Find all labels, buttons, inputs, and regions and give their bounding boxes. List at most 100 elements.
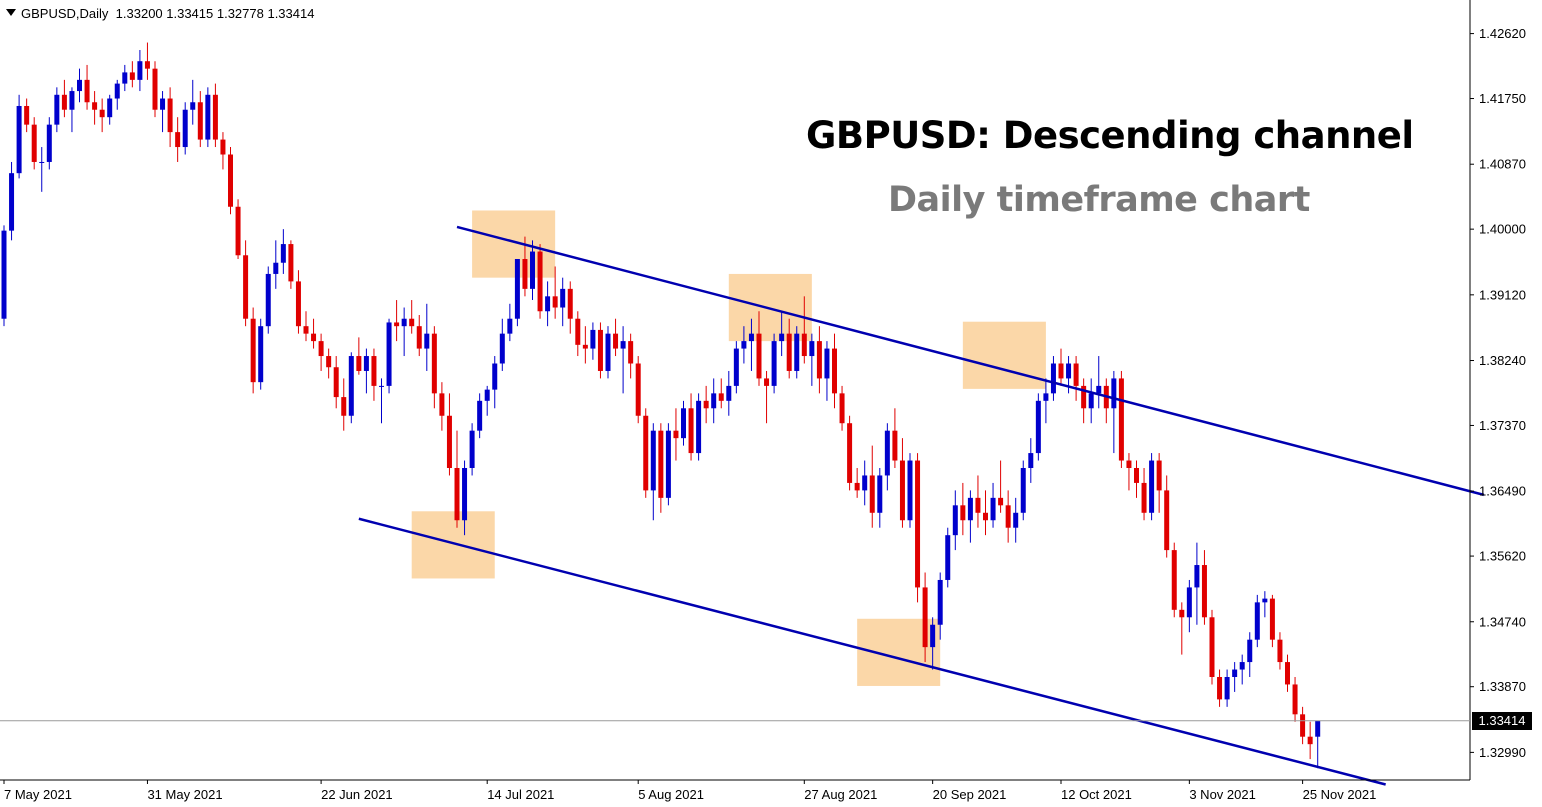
candle [582,326,588,364]
candle [877,468,883,528]
candle-body [160,98,166,110]
candle-body [771,341,777,386]
candle [152,61,158,118]
candle [122,64,128,92]
candle [1307,721,1313,760]
candle-body [726,385,732,401]
candle [748,318,754,371]
candle-body [567,288,573,319]
candle [107,94,113,125]
candle [182,102,188,155]
candle [1134,460,1139,498]
candle-body [182,109,188,148]
candle [530,240,535,301]
candle [907,453,913,528]
candle-body [764,378,770,386]
candle [265,266,271,334]
candle-body [454,468,460,521]
candle-body [1118,378,1124,461]
candle [77,68,82,103]
candle-body [1201,565,1207,618]
candle-body [635,363,641,416]
candle-body [69,91,75,110]
candle-body [243,255,249,319]
candle-body [446,415,452,468]
candle [205,87,211,148]
candle [1096,356,1102,409]
candle-body [250,318,256,383]
candle [1269,594,1275,648]
candle-body [295,281,301,327]
candle-body [613,333,619,349]
channel-line-upper [456,225,1485,497]
candle-body [92,102,98,110]
x-tick-label: 7 May 2021 [4,787,72,802]
candle-body [1194,565,1200,588]
candle-body [386,322,392,386]
candle [771,333,777,394]
candle-body [99,109,105,118]
chart-header: GBPUSD,Daily 1.33200 1.33415 1.32778 1.3… [6,6,314,21]
candle [1171,542,1177,618]
candle-body [1134,468,1139,483]
candle [439,382,445,431]
candle [537,244,543,319]
candle-body [930,624,936,648]
candle [1186,579,1192,633]
candle [499,318,505,371]
candle [620,326,626,394]
candle-body [1254,602,1260,640]
candle-body [869,475,875,513]
candle [1156,453,1162,513]
candle-body [280,244,286,263]
candle [288,240,294,289]
candle-body [477,400,483,431]
candle [363,348,369,394]
candle [129,61,135,88]
candle-body [703,400,709,409]
candle [69,87,75,133]
y-tick-label: 1.41750 [1479,91,1526,106]
candle-body [937,579,943,625]
candle [514,259,520,327]
candle [847,415,853,491]
candle [114,79,120,110]
candle-body [514,259,520,319]
candle [1300,706,1306,745]
candle [394,300,400,342]
candle [1111,370,1117,454]
candle [711,378,717,424]
candle [575,311,581,357]
x-tick-label: 3 Nov 2021 [1189,787,1256,802]
candle [1043,378,1049,424]
candle-body [424,333,430,349]
candle-body [235,206,241,256]
candle-body [892,430,898,461]
candle [718,378,724,409]
candle-body [733,348,739,386]
candle-body [303,326,309,334]
candle [990,482,996,528]
candle [212,83,218,148]
candle [839,385,845,431]
candle [703,385,709,424]
candle [945,527,951,588]
candle [673,408,679,461]
candle-body [1224,676,1230,700]
candle-body [620,341,626,349]
candle-body [1081,385,1087,409]
candle-body [1035,400,1041,454]
candle-body [333,367,339,398]
candle-body [915,460,921,588]
candle [1141,468,1147,521]
candle-body [952,505,958,536]
candle-body [718,393,724,401]
y-tick-label: 1.35620 [1479,549,1526,564]
candle-body [998,497,1004,506]
triangle-down-icon[interactable] [6,9,16,16]
x-tick-label: 5 Aug 2021 [638,787,704,802]
candle [1,225,7,327]
x-tick-label: 25 Nov 2021 [1303,787,1377,802]
candle-body [862,475,868,491]
